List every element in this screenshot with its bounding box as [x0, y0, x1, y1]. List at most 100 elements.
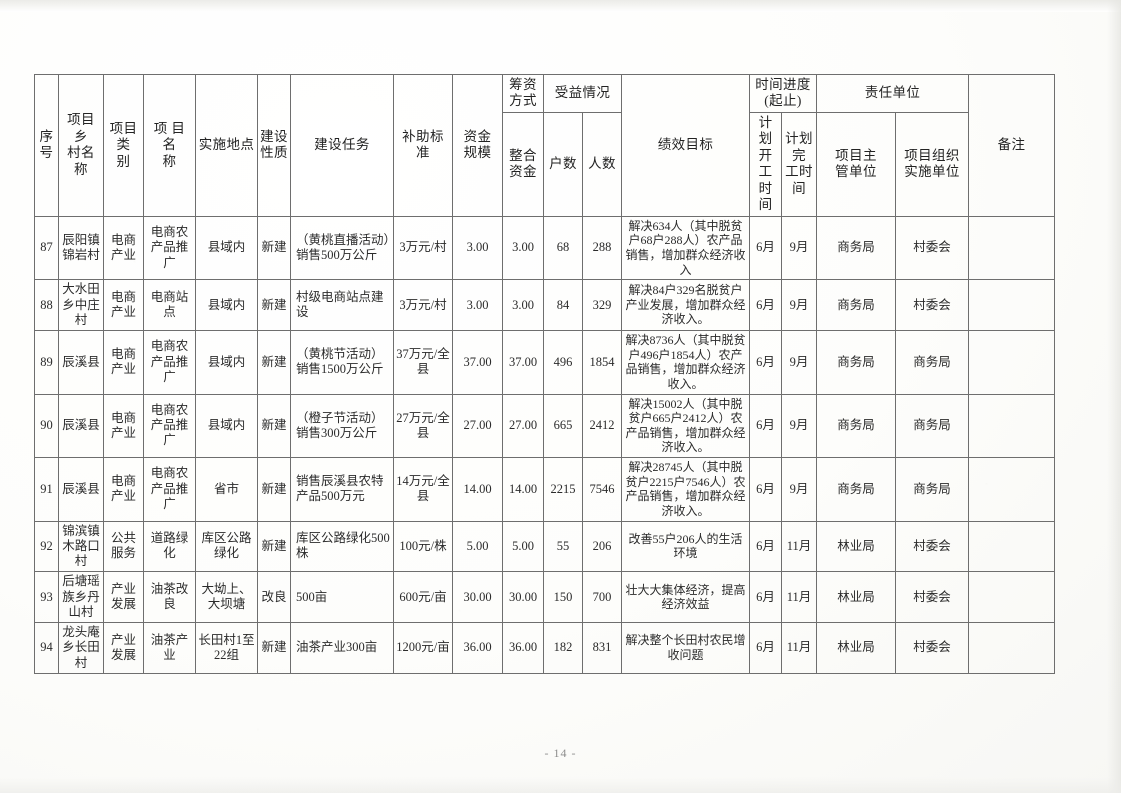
cell-scale: 27.00 — [452, 393, 503, 458]
cell-integrated-funds: 3.00 — [502, 279, 544, 331]
cell-seq: 90 — [34, 393, 59, 458]
cell-scale: 37.00 — [452, 330, 503, 395]
cell-scale: 3.00 — [452, 215, 503, 281]
cell-supervising-unit: 商务局 — [816, 215, 897, 281]
page-edge-right — [1107, 0, 1121, 793]
cell-integrated-funds: 3.00 — [502, 215, 544, 281]
cell-category: 电商产业 — [103, 215, 144, 281]
cell-seq: 88 — [34, 279, 59, 331]
header-scale-line2: 规模 — [463, 145, 492, 161]
header-category-line1: 项目类 — [109, 120, 138, 153]
header-row-top: 序 号 项目乡 村名称 项目类 别 项 目 名 称 — [34, 74, 1056, 217]
cell-village: 锦滨镇木路口村 — [58, 520, 104, 573]
page-edge-top — [0, 0, 1121, 12]
header-task: 建设任务 — [290, 74, 394, 217]
cell-seq: 89 — [34, 330, 59, 395]
cell-integrated-funds: 27.00 — [502, 393, 544, 458]
cell-remark — [968, 457, 1056, 522]
cell-households: 150 — [543, 571, 583, 623]
cell-remark — [968, 279, 1056, 331]
header-village-line1: 项目乡 — [67, 112, 95, 144]
header-village: 项目乡 村名称 — [58, 74, 104, 217]
cell-households: 84 — [543, 279, 583, 331]
cell-start-time: 6月 — [749, 393, 783, 458]
cell-nature: 新建 — [257, 457, 291, 522]
cell-start-time: 6月 — [749, 622, 783, 674]
header-nature: 建设 性质 — [257, 74, 291, 217]
table-row: 91 辰溪县 电商产业 电商农产品推广 省市 新建 销售辰溪县农特产品500万元 14万元/全… — [34, 457, 1056, 522]
header-people: 人数 — [581, 111, 623, 217]
header-schedule-group-line2: (起止) — [764, 93, 802, 109]
header-integrated-funds-line2: 资金 — [509, 164, 537, 180]
cell-subsidy: 100元/株 — [393, 520, 453, 573]
cell-subsidy: 1200元/亩 — [393, 622, 453, 674]
cell-households: 2215 — [543, 457, 583, 522]
header-project-name-line1: 项 目 名 — [153, 120, 186, 153]
cell-supervising-unit: 商务局 — [816, 457, 897, 522]
cell-nature: 新建 — [257, 279, 291, 331]
cell-start-time: 6月 — [749, 571, 783, 623]
cell-supervising-unit: 林业局 — [816, 520, 897, 573]
cell-implementing-unit: 村委会 — [895, 520, 970, 573]
header-project-name-line2: 称 — [162, 153, 177, 169]
header-scale-line1: 资金 — [463, 128, 492, 144]
page-edge-bottom — [0, 777, 1121, 793]
cell-supervising-unit: 林业局 — [816, 622, 897, 674]
cell-households: 55 — [543, 520, 583, 573]
cell-integrated-funds: 36.00 — [502, 622, 544, 674]
cell-supervising-unit: 商务局 — [816, 393, 897, 458]
cell-supervising-unit: 商务局 — [816, 279, 897, 331]
cell-remark — [968, 520, 1056, 573]
cell-village: 大水田乡中庄村 — [58, 279, 104, 331]
cell-performance: 解决8736人（其中脱贫户496户1854人）农产品销售，增加群众经济收入。 — [621, 330, 751, 395]
cell-place: 县域内 — [195, 279, 258, 331]
cell-end-time: 9月 — [781, 279, 818, 331]
table-header: 序 号 项目乡 村名称 项目类 别 项 目 名 称 — [34, 74, 1056, 217]
cell-scale: 36.00 — [452, 622, 503, 674]
cell-subsidy: 14万元/全县 — [393, 457, 453, 522]
cell-project-name: 油茶改良 — [143, 571, 196, 623]
cell-scale: 30.00 — [452, 571, 503, 623]
cell-task: （橙子节活动）销售300万公斤 — [290, 393, 394, 458]
table-body: 87 辰阳镇锦岩村 电商产业 电商农产品推广 县域内 新建 （黄桃直播活动）销售500万公斤… — [34, 215, 1056, 674]
header-start-time-line2: 开工 — [758, 147, 773, 180]
cell-people: 2412 — [581, 393, 623, 458]
cell-end-time: 9月 — [781, 457, 818, 522]
cell-nature: 新建 — [257, 330, 291, 395]
cell-subsidy: 37万元/全县 — [393, 330, 453, 395]
header-place: 实施地点 — [195, 74, 258, 217]
cell-subsidy: 3万元/村 — [393, 279, 453, 331]
cell-village: 辰阳镇锦岩村 — [58, 215, 104, 281]
header-supervising-unit-line2: 管单位 — [835, 164, 877, 180]
cell-performance: 解决84户329名脱贫户产业发展，增加群众经济收入。 — [621, 279, 751, 331]
table-row: 87 辰阳镇锦岩村 电商产业 电商农产品推广 县域内 新建 （黄桃直播活动）销售500万公斤… — [34, 215, 1056, 281]
cell-performance: 改善55户206人的生活环境 — [621, 520, 751, 573]
header-implementing-unit: 项目组织 实施单位 — [895, 111, 970, 217]
header-category-line2: 别 — [116, 153, 131, 169]
header-unit-group: 责任单位 — [816, 74, 970, 113]
cell-category: 电商产业 — [103, 279, 144, 331]
header-integrated-funds: 整合 资金 — [502, 111, 544, 217]
cell-integrated-funds: 5.00 — [502, 520, 544, 573]
cell-start-time: 6月 — [749, 457, 783, 522]
cell-nature: 新建 — [257, 393, 291, 458]
cell-supervising-unit: 林业局 — [816, 571, 897, 623]
page-number: - 14 - — [544, 746, 577, 760]
cell-task: （黄桃节活动）销售1500万公斤 — [290, 330, 394, 395]
header-integrated-funds-line1: 整合 — [509, 147, 537, 163]
cell-households: 68 — [543, 215, 583, 281]
table-row: 92 锦滨镇木路口村 公共服务 道路绿化 库区公路绿化 新建 库区公路绿化500株 100元/… — [34, 520, 1056, 573]
header-end-time-line1: 计划完 — [785, 131, 813, 163]
cell-scale: 5.00 — [452, 520, 503, 573]
cell-performance: 壮大大集体经济，提高经济效益 — [621, 571, 751, 623]
cell-village: 辰溪县 — [58, 457, 104, 522]
cell-seq: 94 — [34, 622, 59, 674]
header-seq-line1: 序 — [39, 128, 54, 144]
header-seq: 序 号 — [34, 74, 59, 217]
cell-start-time: 6月 — [749, 215, 783, 281]
cell-scale: 14.00 — [452, 457, 503, 522]
header-schedule-group: 时间进度 (起止) — [749, 74, 818, 113]
cell-project-name: 道路绿化 — [143, 520, 196, 573]
header-start-time: 计划 开工 时间 — [749, 111, 783, 217]
header-end-time: 计划完 工时间 — [781, 111, 818, 217]
